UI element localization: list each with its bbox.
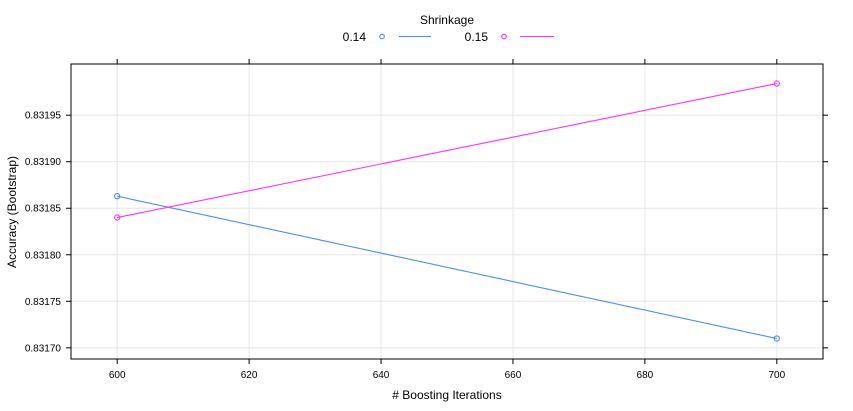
y-tick-label: 0.83190 [25,157,62,168]
data-point [773,335,780,342]
y-tick-label: 0.83185 [25,204,62,215]
legend-marker [379,33,385,40]
x-tick-label: 660 [505,370,522,381]
legend-label: 0.15 [465,30,489,44]
legend-title: Shrinkage [420,13,474,27]
x-tick-label: 640 [373,370,390,381]
y-axis-title: Accuracy (Bootstrap) [5,156,19,268]
series-group [114,80,780,342]
y-tick-label: 0.83175 [25,297,62,308]
x-tick-label: 700 [768,370,785,381]
axis-ticks: 600 620 640 660 680 700 0.83170 0.83175 0.83180 0… [25,59,828,381]
data-point [773,80,780,87]
plot-frame [70,63,824,360]
legend: Shrinkage 0.14 0.15 [343,13,554,44]
y-tick-label: 0.83180 [25,250,62,261]
y-tick-label: 0.83170 [25,343,62,354]
legend-marker [501,33,507,40]
data-point [114,192,121,200]
y-tick-label: 0.83195 [25,111,62,122]
legend-label: 0.14 [343,30,367,44]
series-line-0.15 [117,83,777,219]
legend-items: 0.14 0.15 [343,30,554,44]
x-axis-title: # Boosting Iterations [392,388,501,402]
x-tick-label: 620 [241,370,258,381]
data-point [114,214,121,221]
x-tick-label: 600 [109,370,126,381]
series-line-0.14 [117,195,777,340]
x-tick-label: 680 [637,370,654,381]
grid [71,64,823,359]
